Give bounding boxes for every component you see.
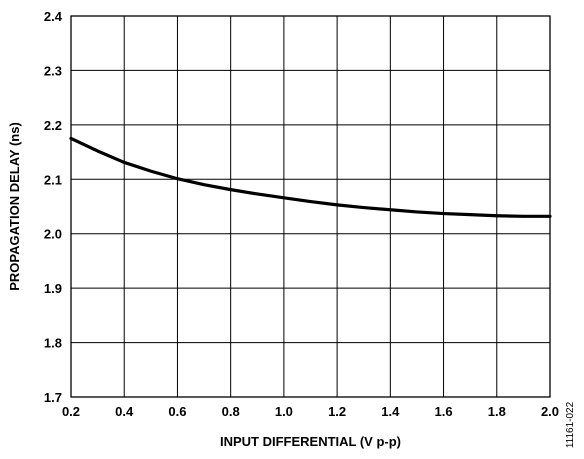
x-tick-label-1: 0.4 — [115, 404, 134, 419]
x-tick-labels: 0.2 0.4 0.6 0.8 1.0 1.2 1.4 1.6 1.8 2.0 — [62, 404, 559, 419]
x-tick-label-3: 0.8 — [222, 404, 240, 419]
x-tick-label-5: 1.2 — [328, 404, 346, 419]
y-tick-label-3: 2.0 — [44, 227, 62, 242]
y-tick-label-1: 1.8 — [44, 336, 62, 351]
x-tick-label-6: 1.4 — [381, 404, 400, 419]
y-tick-label-0: 1.7 — [44, 390, 62, 405]
x-tick-label-8: 1.8 — [488, 404, 506, 419]
y-tick-labels: 1.7 1.8 1.9 2.0 2.1 2.2 2.3 2.4 — [44, 9, 63, 405]
x-tick-label-0: 0.2 — [62, 404, 80, 419]
series-line-0 — [69, 136, 552, 218]
x-axis-label: INPUT DIFFERENTIAL (V p-p) — [220, 434, 401, 449]
series-layer — [69, 136, 552, 218]
x-tick-label-7: 1.6 — [435, 404, 453, 419]
x-tick-label-2: 0.6 — [168, 404, 186, 419]
plot-area — [70, 15, 551, 398]
x-tick-label-9: 2.0 — [541, 404, 559, 419]
y-tick-label-6: 2.3 — [44, 63, 62, 78]
y-tick-label-4: 2.1 — [44, 172, 62, 187]
grid — [70, 15, 551, 398]
y-tick-label-7: 2.4 — [44, 9, 63, 24]
figure-id: 11161-022 — [565, 401, 576, 448]
x-tick-label-4: 1.0 — [275, 404, 293, 419]
y-axis-label: PROPAGATION DELAY (ns) — [7, 122, 22, 291]
y-tick-label-2: 1.9 — [44, 281, 62, 296]
y-tick-label-5: 2.2 — [44, 118, 62, 133]
